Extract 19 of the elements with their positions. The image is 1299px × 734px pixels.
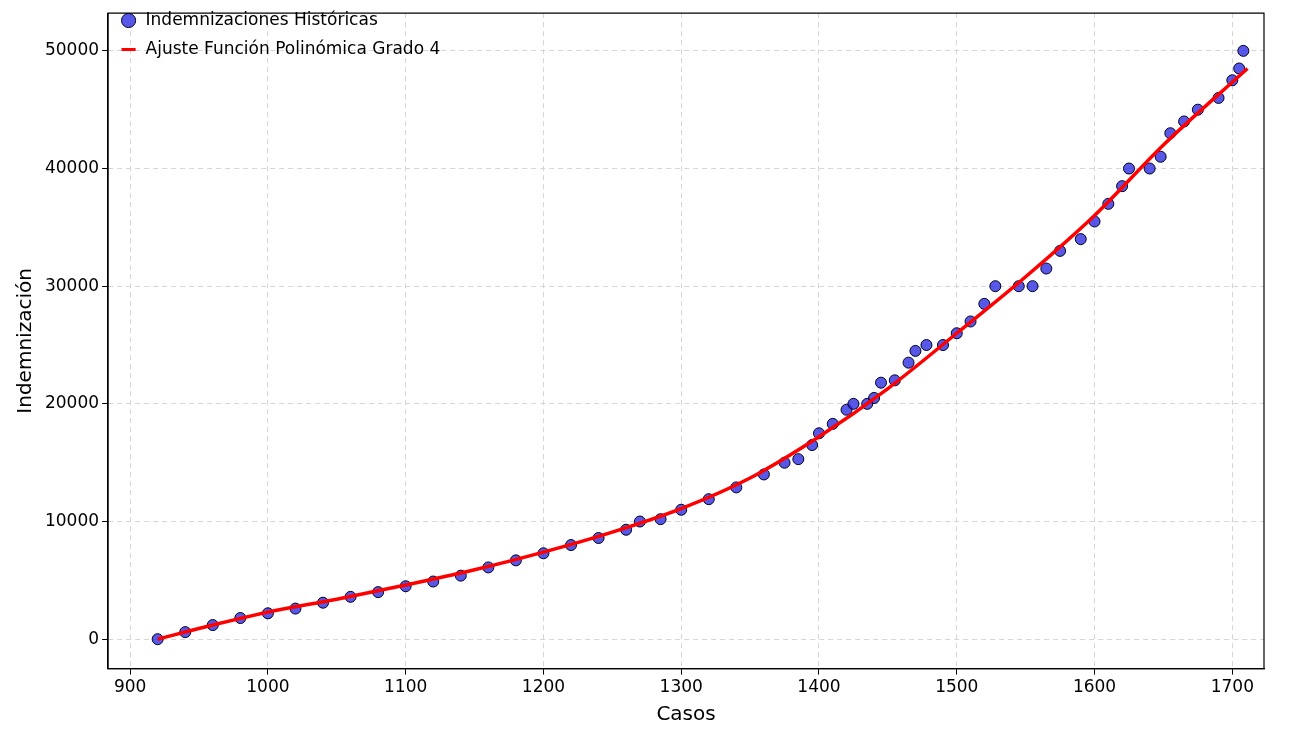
x-tick-label: 1100	[384, 676, 428, 697]
legend-label: Ajuste Función Polinómica Grado 4	[145, 37, 441, 58]
y-tick-label: 50000	[44, 39, 100, 60]
y-tick-label: 40000	[44, 156, 100, 177]
x-axis-title: Casos	[656, 701, 716, 726]
x-tick-label: 1600	[1072, 676, 1117, 697]
x-tick-label: 1300	[659, 676, 703, 697]
y-tick-label: 30000	[44, 274, 100, 295]
x-tick-label: 1000	[246, 676, 290, 697]
y-axis-title: Indemnización	[12, 268, 37, 414]
x-tick-label: 1200	[521, 676, 566, 697]
y-tick-label: 10000	[44, 509, 100, 530]
y-tick-label: 20000	[44, 392, 100, 413]
y-tick-label: 0	[88, 627, 100, 648]
x-tick-label: 900	[113, 676, 147, 697]
x-tick-label: 1500	[935, 676, 979, 697]
legend-label: Indemnizaciones Históricas	[145, 8, 378, 29]
x-tick-label: 1700	[1210, 676, 1254, 697]
x-tick-label: 1400	[797, 676, 841, 697]
